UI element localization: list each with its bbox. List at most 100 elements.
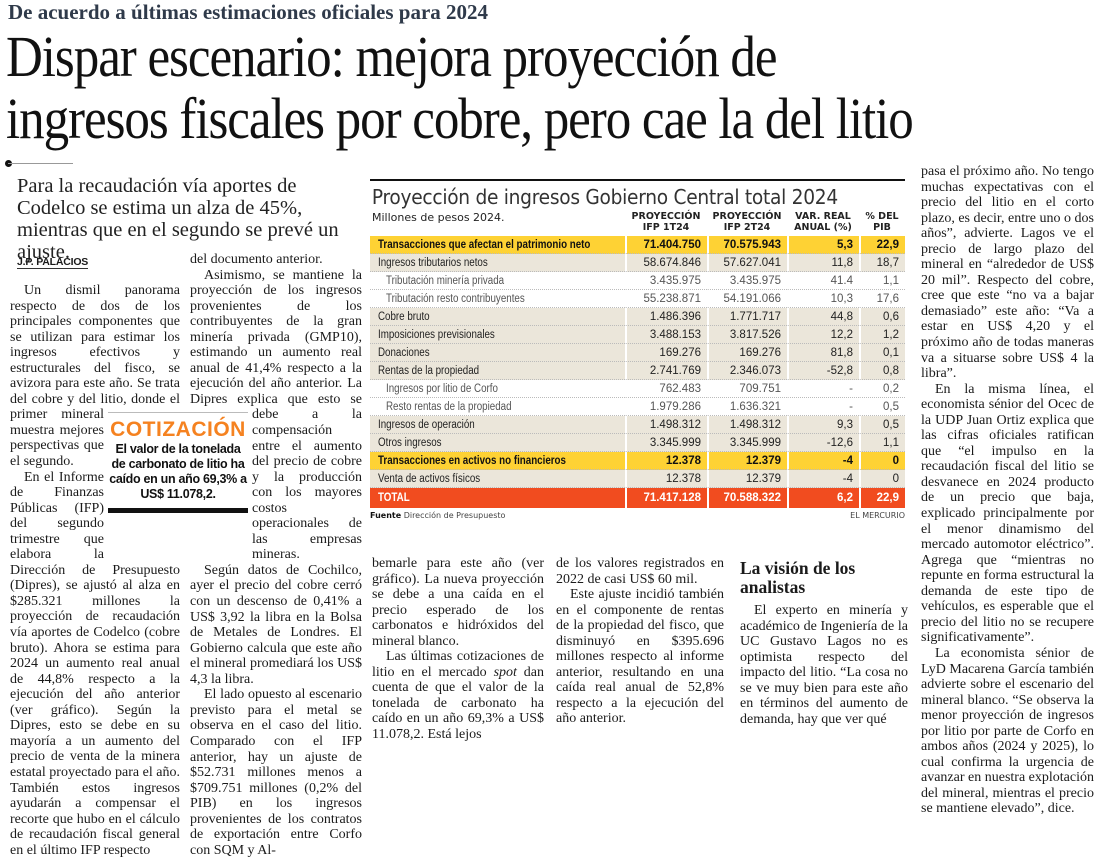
cell-value: 1.498.312 <box>625 416 707 434</box>
cell-value: 3.345.999 <box>625 434 707 452</box>
box-rule <box>108 508 248 513</box>
table-row: Donaciones 169.276 169.276 81,8 0,1 <box>370 344 905 362</box>
cell-value: 12.378 <box>625 452 707 470</box>
cell-value: 12,2 <box>787 326 859 344</box>
cotizacion-box: COTIZACIÓN El valor de la tonelada de ca… <box>108 412 248 513</box>
article-column-5: El experto en minería y académico de Ing… <box>740 603 908 727</box>
cell-value: 762.483 <box>625 380 707 398</box>
paragraph-text: producción con los mayores costos operac… <box>252 469 362 563</box>
cell-value: 70.588.322 <box>707 488 787 508</box>
row-label-cell: Tributación minería privada <box>370 272 625 290</box>
paragraph: Este ajuste incidió también en el compon… <box>556 587 724 727</box>
cell-value: 41.4 <box>787 272 859 290</box>
cell-value: 0,2 <box>859 380 905 398</box>
cell-value: 169.276 <box>707 344 787 362</box>
cell-value: 71.417.128 <box>625 488 707 508</box>
paragraph: del documento anterior. <box>190 252 323 267</box>
row-label: Ingresos de operación <box>378 418 475 431</box>
cell-value: - <box>787 380 859 398</box>
row-label: Cobre bruto <box>378 310 430 323</box>
row-label-cell: Donaciones <box>370 344 625 362</box>
graphic-title: Proyección de ingresos Gobierno Central … <box>371 185 838 209</box>
source-text: Dirección de Presupuesto <box>403 511 506 520</box>
cell-value: 0 <box>859 470 905 488</box>
paragraph: Un dismil panorama respecto de dos de lo… <box>10 283 180 470</box>
row-label: Otros ingresos <box>378 436 442 449</box>
paragraph: Las últimas cotizaciones de litio en el … <box>372 649 544 742</box>
table-row: TOTAL 71.417.128 70.588.322 6,2 22,9 <box>370 488 905 508</box>
cell-value: - <box>787 398 859 416</box>
table-row: Resto rentas de la propiedad 1.979.286 1.6… <box>370 398 905 416</box>
table-row: Transacciones en activos no financieros 1… <box>370 452 905 470</box>
row-label-cell: Tributación resto contribuyentes <box>370 290 625 308</box>
table-row: Transacciones que afectan el patrimonio … <box>370 236 905 254</box>
row-label-cell: Ingresos de operación <box>370 416 625 434</box>
cell-value: 3.488.153 <box>625 326 707 344</box>
row-label: Transacciones en activos no financieros <box>378 454 566 467</box>
cell-value: 17,6 <box>859 290 905 308</box>
graphic-footer: Fuente Dirección de Presupuesto EL MERCU… <box>370 511 905 520</box>
headline-line-1: Dispar escenario: mejora proyección de <box>6 24 778 89</box>
table-row: Otros ingresos 3.345.999 3.345.999 -12,6 1,1 <box>370 434 905 452</box>
table-row: Imposiciones previsionales 3.488.153 3.817… <box>370 326 905 344</box>
paragraph-text: Las últimas cotizaciones de litio en el … <box>372 649 544 680</box>
cell-value: 81,8 <box>787 344 859 362</box>
article-column-3: bemarle para este año (ver gráfico). La … <box>372 556 544 743</box>
row-label: Rentas de la propiedad <box>378 364 480 377</box>
cell-value: 11,8 <box>787 254 859 272</box>
cell-value: 12.378 <box>625 470 707 488</box>
table-row: Ingresos por litio de Corfo 762.483 709.75… <box>370 380 905 398</box>
source-label: Fuente <box>370 511 402 520</box>
row-label-cell: Cobre bruto <box>370 308 625 326</box>
cell-value: 1.636.321 <box>707 398 787 416</box>
cell-value: 169.276 <box>625 344 707 362</box>
cell-value: 22,9 <box>859 236 905 254</box>
table-row: Venta de activos físicos 12.378 12.379 -4 0 <box>370 470 905 488</box>
paragraph: En la misma línea, el economista sénior … <box>921 381 1094 646</box>
cell-value: -4 <box>787 470 859 488</box>
row-label-cell: Ingresos por litio de Corfo <box>370 380 625 398</box>
table-body: Transacciones que afectan el patrimonio … <box>370 236 905 508</box>
cotizacion-body: El valor de la tonelada de carbonato de … <box>109 442 247 501</box>
cell-value: 1,1 <box>859 434 905 452</box>
cell-value: 18,7 <box>859 254 905 272</box>
cell-value: 0,1 <box>859 344 905 362</box>
article-column-1: Un dismil panorama respecto de dos de lo… <box>10 283 180 858</box>
cell-value: 1,2 <box>859 326 905 344</box>
column-header: PROYECCIÓN IFP 2T24 <box>712 211 782 233</box>
row-label-cell: Rentas de la propiedad <box>370 362 625 380</box>
row-label: Imposiciones previsionales <box>378 328 495 341</box>
paragraph: Asimismo, se mantiene la proyección de l… <box>190 268 362 563</box>
cell-value: 3.435.975 <box>625 272 707 290</box>
unit-label: Millones de pesos 2024. <box>372 211 505 224</box>
column-header: % DEL PIB <box>865 211 899 233</box>
paragraph: de los valores registrados en 2022 de ca… <box>556 556 724 587</box>
overline: De acuerdo a últimas estimaciones oficia… <box>8 0 489 24</box>
cell-value: 0,5 <box>859 398 905 416</box>
table-row: Ingresos tributarios netos 58.674.846 57.6… <box>370 254 905 272</box>
cell-value: 1.771.717 <box>707 308 787 326</box>
cell-value: 22,9 <box>859 488 905 508</box>
cell-value: 1.979.286 <box>625 398 707 416</box>
cell-value: 6,2 <box>787 488 859 508</box>
cell-value: 12.379 <box>707 470 787 488</box>
row-label: Transacciones que afectan el patrimonio … <box>378 238 591 251</box>
revenue-table-graphic: Proyección de ingresos Gobierno Central … <box>370 179 905 520</box>
row-label-cell: Venta de activos físicos <box>370 470 625 488</box>
cell-value: -52,8 <box>787 362 859 380</box>
column-header: PROYECCIÓN IFP 1T24 <box>631 211 701 233</box>
row-label: Tributación resto contribuyentes <box>386 292 525 305</box>
cell-value: -4 <box>787 452 859 470</box>
table-row: Rentas de la propiedad 2.741.769 2.346.073… <box>370 362 905 380</box>
paragraph: bemarle para este año (ver gráfico). La … <box>372 556 544 649</box>
cell-value: 58.674.846 <box>625 254 707 272</box>
divider <box>8 163 73 164</box>
headline: Dispar escenario: mejora proyección de i… <box>6 24 914 151</box>
cotizacion-title: COTIZACIÓN <box>110 418 246 441</box>
cell-value: 1.486.396 <box>625 308 707 326</box>
paragraph: pasa el próximo año. No tengo muchas exp… <box>921 164 1094 382</box>
cell-value: 70.575.943 <box>707 236 787 254</box>
credit: EL MERCURIO <box>850 511 905 520</box>
headline-line-2: ingresos fiscales por cobre, pero cae la… <box>6 86 914 151</box>
article-column-4: de los valores registrados en 2022 de ca… <box>556 556 724 727</box>
